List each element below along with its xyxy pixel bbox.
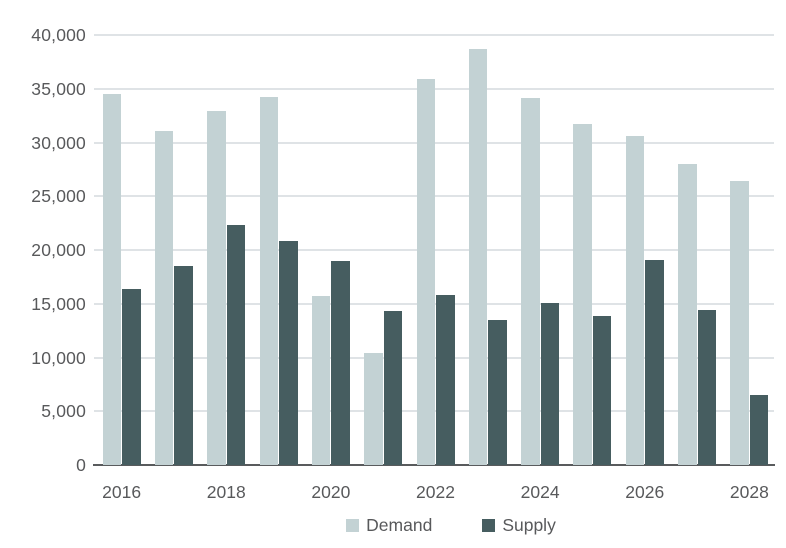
bar-supply-2021: [383, 311, 403, 465]
bar-demand-2018: [207, 111, 226, 465]
y-tick-label: 5,000: [41, 401, 86, 422]
legend-item-supply: Supply: [482, 516, 556, 534]
bar-demand-2021: [364, 353, 383, 465]
bar-demand-2024: [521, 98, 540, 465]
y-tick-label: 30,000: [31, 132, 86, 153]
bar-demand-2028: [730, 181, 749, 465]
gridline: [94, 34, 774, 36]
x-tick-label-2020: 2020: [311, 482, 351, 502]
y-tick-label: 40,000: [31, 25, 86, 45]
bar-supply-2025: [592, 315, 612, 465]
bar-demand-2027: [678, 164, 697, 465]
bar-supply-2020: [331, 260, 350, 465]
x-tick-label-2028: 2028: [729, 482, 769, 502]
legend: Demand Supply: [111, 516, 786, 534]
x-tick-label-2022: 2022: [416, 482, 455, 502]
bar-demand-2022: [416, 79, 435, 465]
bar-demand-2023: [468, 48, 488, 465]
bar-supply-2018: [226, 225, 246, 465]
bar-supply-2024: [540, 302, 560, 465]
bar-demand-2017: [154, 130, 174, 465]
x-tick-label-2026: 2026: [625, 482, 665, 502]
legend-item-demand: Demand: [346, 516, 432, 534]
bar-supply-2023: [488, 319, 507, 465]
y-tick-label: 10,000: [31, 347, 86, 368]
legend-label: Supply: [502, 515, 556, 535]
bar-demand-2019: [259, 97, 279, 465]
x-tick-label-2024: 2024: [520, 482, 560, 502]
bar-demand-2016: [102, 94, 122, 465]
x-tick-label-2016: 2016: [102, 482, 142, 502]
y-tick-label: 35,000: [31, 78, 86, 99]
bar-supply-2017: [174, 266, 193, 465]
bar-supply-2028: [749, 395, 769, 465]
bar-supply-2016: [122, 288, 141, 465]
y-tick-label: 25,000: [31, 186, 86, 207]
legend-swatch-icon: [346, 518, 360, 532]
y-tick-label: 0: [76, 455, 86, 475]
bar-demand-2020: [311, 296, 331, 465]
legend-label: Demand: [366, 515, 433, 535]
y-tick-label: 20,000: [31, 240, 86, 260]
bar-demand-2026: [625, 136, 645, 465]
bar-supply-2022: [436, 295, 455, 465]
bar-supply-2019: [279, 241, 298, 465]
bar-demand-2025: [573, 124, 592, 465]
x-axis-line: [93, 464, 775, 466]
bar-supply-2026: [645, 259, 664, 465]
bar-supply-2027: [697, 310, 717, 465]
legend-swatch-icon: [482, 518, 496, 532]
y-tick-label: 15,000: [31, 293, 86, 314]
x-tick-label-2018: 2018: [206, 482, 246, 502]
